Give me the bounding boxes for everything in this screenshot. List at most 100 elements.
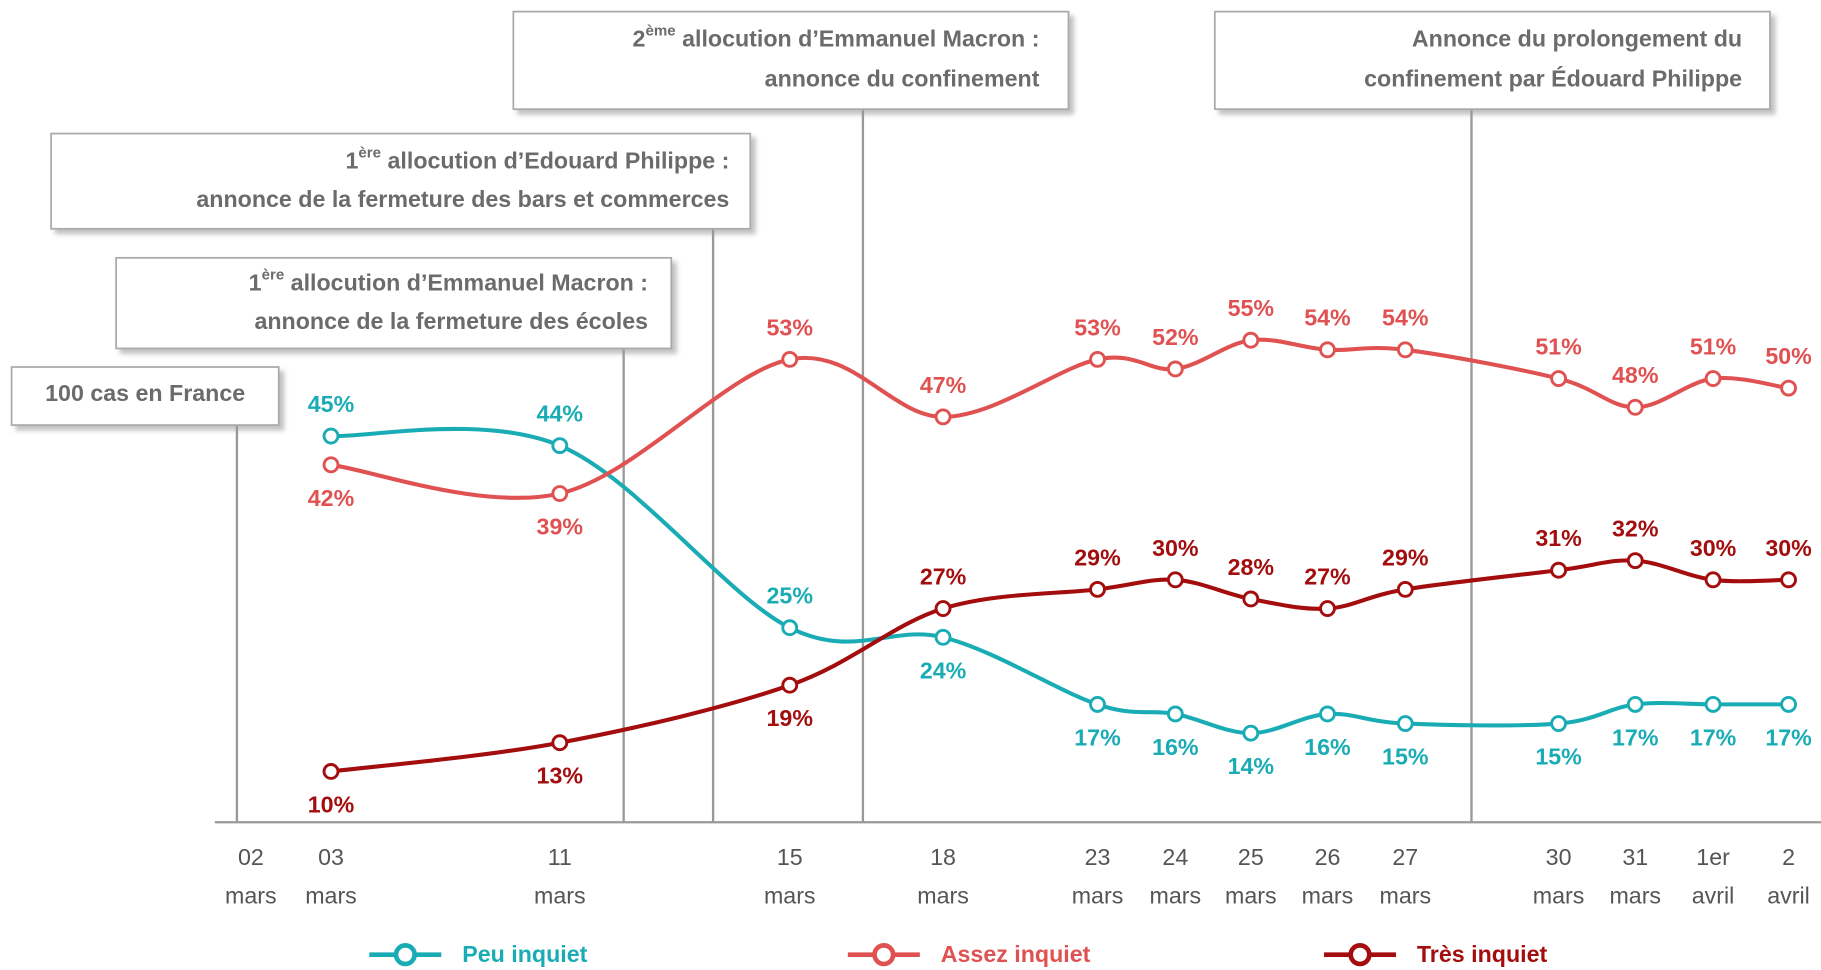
data-label: 47% (920, 372, 967, 398)
series-line (330, 558, 1789, 774)
data-point (1166, 360, 1184, 378)
data-label: 54% (1304, 305, 1351, 331)
data-label: 48% (1612, 362, 1659, 388)
data-label: 13% (537, 763, 584, 789)
data-point (551, 734, 569, 752)
data-point (1704, 695, 1722, 713)
data-label: 17% (1612, 724, 1659, 750)
data-point (1396, 341, 1414, 359)
legend-label: Assez inquiet (941, 941, 1091, 967)
annotation-text: annonce de la fermeture des écoles (254, 308, 648, 334)
x-tick-label: 03 mars (305, 844, 357, 908)
data-label: 52% (1152, 324, 1199, 350)
data-label: 42% (308, 485, 355, 511)
data-label: 17% (1765, 724, 1812, 750)
x-tick-label: 26 mars (1302, 844, 1354, 908)
series-line (330, 426, 1789, 736)
x-tick-label: 15 mars (764, 844, 816, 908)
legend-label: Peu inquiet (462, 941, 587, 967)
data-label: 54% (1382, 305, 1429, 331)
data-point (1626, 695, 1644, 713)
annotation-text: 2ème allocution d’Emmanuel Macron : (633, 22, 1040, 51)
data-point (1780, 571, 1797, 589)
data-label: 32% (1612, 516, 1659, 542)
data-label: 29% (1382, 544, 1429, 570)
x-tick-label: 11 mars (534, 844, 586, 908)
annotation-sup: ère (262, 266, 285, 283)
x-tick-label: 31 mars (1609, 844, 1661, 908)
annotation-line: allocution d’Emmanuel Macron : (676, 26, 1040, 52)
data-point (1550, 370, 1568, 387)
data-label: 10% (308, 791, 355, 817)
legend-marker (1348, 943, 1372, 967)
data-label: 50% (1765, 343, 1812, 369)
data-point (1319, 600, 1336, 617)
data-point (1704, 571, 1722, 589)
data-point (781, 676, 799, 694)
data-label: 24% (920, 657, 967, 683)
data-point (1166, 571, 1184, 589)
x-tick-label: 24 mars (1150, 844, 1202, 908)
annotation-text: 1ère allocution d’Emmanuel Macron : (249, 266, 648, 295)
legend-marker (872, 943, 896, 967)
data-point (1319, 705, 1336, 723)
data-label: 30% (1765, 535, 1812, 561)
data-point (1550, 561, 1568, 579)
data-label: 53% (1074, 314, 1121, 340)
data-label: 27% (1304, 564, 1351, 590)
data-point (1089, 350, 1106, 368)
annotation-sup: ème (645, 22, 675, 39)
data-label: 14% (1228, 753, 1275, 779)
annotation-number: 2 (633, 26, 646, 52)
data-point (1626, 398, 1644, 416)
legend-label: Très inquiet (1417, 941, 1548, 967)
data-point (551, 437, 569, 455)
data-label: 15% (1382, 744, 1429, 770)
data-point (1242, 331, 1260, 349)
data-label: 17% (1074, 724, 1121, 750)
annotation-box (10, 366, 280, 426)
data-point (1780, 379, 1797, 397)
data-point (1089, 580, 1106, 598)
annotation-text: Annonce du prolongement du (1412, 26, 1742, 52)
data-label: 16% (1304, 734, 1351, 760)
legend-marker (393, 943, 417, 967)
annotation-box (50, 132, 752, 230)
data-point (1242, 590, 1260, 608)
annotation-box (115, 256, 673, 350)
annotation-line: Annonce du prolongement du (1412, 26, 1742, 52)
data-label: 27% (920, 564, 967, 590)
data-label: 53% (767, 314, 814, 340)
data-label: 30% (1152, 535, 1199, 561)
data-label: 28% (1228, 554, 1275, 580)
data-point (1242, 724, 1260, 742)
data-label: 16% (1152, 734, 1199, 760)
annotation-text: annonce du confinement (765, 65, 1040, 91)
x-tick-label: 02 mars (225, 844, 277, 908)
x-tick-label: 25 mars (1225, 844, 1277, 908)
data-label: 19% (767, 705, 814, 731)
data-label: 30% (1690, 535, 1737, 561)
data-label: 45% (308, 391, 355, 417)
annotation-number: 1 (249, 270, 262, 296)
annotation-box (512, 10, 1070, 111)
annotation-text: 1ère allocution d’Edouard Philippe : (346, 144, 730, 173)
annotation-line: allocution d’Emmanuel Macron : (284, 270, 648, 296)
data-point (322, 427, 340, 445)
data-point (781, 350, 799, 368)
data-point (1550, 715, 1568, 732)
annotation-number: 1 (346, 148, 359, 174)
data-point (322, 763, 340, 780)
x-tick-label: 30 mars (1533, 844, 1585, 908)
x-tick-label: 1er avril (1692, 844, 1735, 908)
data-label: 55% (1228, 295, 1275, 321)
data-point (934, 408, 952, 426)
x-tick-label: 18 mars (917, 844, 969, 908)
x-tick-label: 27 mars (1379, 844, 1431, 908)
data-point (934, 628, 952, 646)
data-label: 25% (767, 583, 814, 609)
data-label: 15% (1535, 744, 1582, 770)
data-label: 31% (1535, 525, 1582, 551)
